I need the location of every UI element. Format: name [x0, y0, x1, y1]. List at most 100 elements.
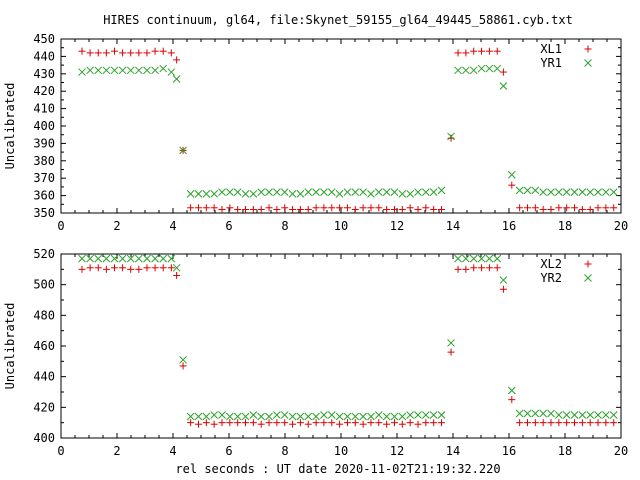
data-point — [367, 190, 375, 198]
data-point — [523, 186, 532, 195]
data-point — [202, 412, 211, 421]
data-point — [234, 206, 242, 214]
data-point — [470, 264, 478, 272]
data-point — [493, 254, 502, 263]
legend-label: YR2 — [540, 271, 562, 285]
data-point — [296, 412, 305, 421]
upper-plot-panel: 0 2 4 6 8 10 12 14 16 18 20 350 360 370 380 390 400 410 42… — [3, 32, 628, 233]
data-point — [507, 170, 516, 179]
data-point — [233, 412, 242, 421]
data-point — [218, 411, 226, 419]
data-point — [86, 254, 94, 263]
data-point — [485, 264, 493, 272]
data-point — [226, 419, 234, 427]
data-point — [257, 188, 266, 196]
data-point — [398, 190, 407, 198]
data-point — [210, 420, 218, 428]
data-point — [172, 263, 181, 272]
data-point — [586, 419, 594, 427]
plot-frame — [60, 253, 622, 439]
x-tick-label: 4 — [169, 219, 176, 233]
data-point — [159, 47, 167, 55]
data-point — [312, 188, 320, 196]
data-point — [218, 206, 226, 214]
data-point — [110, 264, 118, 272]
data-point — [327, 411, 336, 419]
data-point — [241, 412, 250, 421]
data-point — [398, 420, 406, 428]
data-point — [94, 66, 103, 75]
data-point — [610, 419, 618, 427]
data-point — [515, 409, 524, 418]
x-tick-label: 10 — [334, 444, 348, 458]
data-point — [265, 204, 273, 212]
data-point — [594, 419, 602, 427]
data-point — [555, 419, 563, 427]
data-point — [531, 186, 540, 195]
data-point — [578, 188, 587, 196]
data-point — [86, 66, 94, 75]
data-point — [265, 188, 273, 196]
data-point — [499, 82, 508, 90]
data-point — [586, 188, 595, 196]
data-point — [485, 64, 494, 73]
data-point — [406, 419, 414, 427]
data-point — [610, 204, 618, 212]
data-point — [414, 206, 422, 214]
data-point — [167, 254, 176, 263]
data-point — [110, 66, 119, 75]
data-point — [249, 206, 257, 214]
y-tick-label: 370 — [33, 171, 55, 185]
data-point — [126, 254, 135, 263]
data-point — [547, 206, 555, 214]
data-point — [447, 348, 455, 356]
data-point — [531, 204, 539, 212]
data-point — [210, 204, 218, 212]
data-point — [249, 411, 258, 419]
data-point — [493, 47, 501, 55]
data-point — [406, 190, 415, 198]
data-point — [547, 409, 555, 418]
data-point — [151, 47, 159, 55]
data-point — [469, 66, 478, 75]
data-point — [437, 186, 446, 195]
data-point — [602, 419, 610, 427]
data-point — [398, 412, 407, 421]
data-point — [179, 355, 187, 364]
data-point — [351, 419, 359, 427]
y-tick-label: 390 — [33, 136, 55, 150]
data-point — [335, 412, 344, 421]
data-point — [422, 419, 430, 427]
data-point — [328, 204, 336, 212]
data-point — [172, 75, 181, 83]
data-point — [437, 411, 446, 419]
data-point — [359, 412, 367, 421]
data-point — [86, 264, 94, 272]
y-tick-label: 380 — [33, 154, 55, 168]
legend-marker — [584, 45, 592, 53]
data-point — [234, 419, 242, 427]
data-point — [186, 190, 195, 198]
data-point — [555, 204, 563, 212]
data-point — [454, 254, 462, 263]
data-point — [335, 190, 344, 198]
y-tick-label: 400 — [33, 119, 55, 133]
data-point — [578, 206, 586, 214]
data-point — [194, 420, 202, 428]
data-point — [78, 265, 86, 273]
y-tick-label: 480 — [33, 308, 55, 322]
data-point — [265, 419, 273, 427]
data-point — [383, 206, 391, 214]
data-point — [609, 188, 618, 196]
x-tick-label: 0 — [57, 444, 64, 458]
data-point — [462, 49, 470, 57]
data-point — [563, 419, 571, 427]
data-point — [454, 66, 462, 75]
data-point — [554, 188, 563, 196]
data-point — [609, 411, 618, 419]
legend-marker — [584, 274, 592, 282]
data-point — [602, 204, 610, 212]
data-point — [218, 419, 226, 427]
data-point — [421, 411, 430, 419]
data-point — [135, 265, 143, 273]
